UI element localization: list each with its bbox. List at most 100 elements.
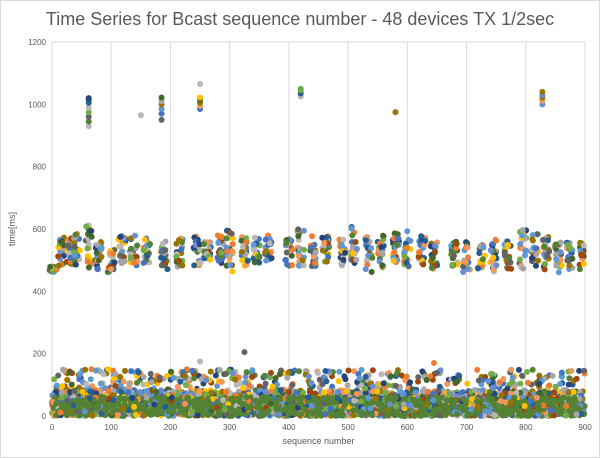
data-point bbox=[453, 240, 460, 247]
data-point bbox=[309, 233, 316, 240]
y-tick-label: 400 bbox=[33, 287, 47, 296]
data-point bbox=[401, 411, 408, 418]
data-point bbox=[257, 412, 264, 419]
x-tick-label: 100 bbox=[105, 423, 119, 432]
data-point bbox=[553, 256, 560, 263]
data-point bbox=[529, 232, 536, 239]
data-point bbox=[54, 390, 61, 397]
y-tick-label: 1000 bbox=[28, 100, 46, 109]
data-point bbox=[468, 396, 475, 403]
data-point bbox=[565, 381, 572, 388]
data-point bbox=[338, 242, 345, 249]
data-point bbox=[569, 255, 576, 262]
data-point bbox=[133, 379, 140, 386]
data-point bbox=[362, 373, 369, 380]
data-point bbox=[528, 255, 535, 262]
data-point bbox=[407, 237, 414, 244]
data-point bbox=[162, 403, 169, 410]
data-point bbox=[570, 389, 577, 396]
data-point bbox=[487, 388, 494, 395]
data-point bbox=[557, 381, 564, 388]
data-point bbox=[126, 380, 133, 387]
data-point bbox=[131, 259, 138, 266]
data-point bbox=[88, 228, 95, 235]
data-point bbox=[516, 256, 523, 263]
data-point bbox=[532, 262, 539, 269]
data-point bbox=[327, 399, 334, 406]
data-point bbox=[158, 106, 165, 113]
data-point bbox=[373, 395, 380, 402]
data-point bbox=[541, 266, 548, 273]
data-point bbox=[85, 109, 92, 116]
y-tick-label: 600 bbox=[33, 225, 47, 234]
data-point bbox=[542, 260, 549, 267]
data-point bbox=[200, 405, 207, 412]
data-point bbox=[521, 398, 528, 405]
data-point bbox=[232, 376, 239, 383]
data-point bbox=[338, 407, 345, 414]
data-point bbox=[92, 367, 99, 374]
data-point bbox=[140, 381, 147, 388]
data-point bbox=[415, 378, 422, 385]
data-point bbox=[348, 225, 355, 232]
data-point bbox=[300, 389, 307, 396]
data-point bbox=[137, 389, 144, 396]
data-point bbox=[369, 367, 376, 374]
data-point bbox=[509, 374, 516, 381]
data-point bbox=[153, 388, 160, 395]
data-point bbox=[115, 411, 122, 418]
data-point bbox=[314, 369, 321, 376]
data-point bbox=[177, 378, 184, 385]
data-point bbox=[111, 259, 118, 266]
data-point bbox=[269, 383, 276, 390]
data-point bbox=[529, 237, 536, 244]
data-point bbox=[158, 254, 165, 261]
data-point bbox=[390, 257, 397, 264]
data-point bbox=[529, 366, 536, 373]
data-point bbox=[154, 394, 161, 401]
data-point bbox=[98, 253, 105, 260]
data-point bbox=[504, 265, 511, 272]
data-point bbox=[286, 395, 293, 402]
data-point bbox=[407, 379, 414, 386]
data-point bbox=[362, 389, 369, 396]
data-point bbox=[369, 254, 376, 261]
data-point bbox=[323, 405, 330, 412]
data-point bbox=[143, 394, 150, 401]
data-point bbox=[164, 266, 171, 273]
data-point bbox=[140, 412, 147, 419]
data-point bbox=[89, 412, 96, 419]
data-point bbox=[391, 249, 398, 256]
data-point bbox=[182, 381, 189, 388]
data-point bbox=[568, 367, 575, 374]
data-point bbox=[411, 412, 418, 419]
x-axis-label: sequence number bbox=[282, 436, 354, 446]
data-point bbox=[323, 258, 330, 265]
data-point bbox=[415, 374, 422, 381]
data-point bbox=[549, 372, 556, 379]
data-point bbox=[283, 240, 290, 247]
y-axis-label: time[ms] bbox=[7, 212, 17, 246]
data-point bbox=[316, 376, 323, 383]
data-point bbox=[425, 388, 432, 395]
data-point bbox=[551, 412, 558, 419]
data-point bbox=[394, 241, 401, 248]
data-point bbox=[479, 256, 486, 263]
data-point bbox=[398, 372, 405, 379]
data-point bbox=[59, 383, 66, 390]
data-point bbox=[557, 249, 564, 256]
data-point bbox=[158, 94, 165, 101]
data-point bbox=[276, 395, 283, 402]
data-point bbox=[173, 396, 180, 403]
data-point bbox=[380, 380, 387, 387]
data-point bbox=[53, 400, 60, 407]
data-point bbox=[453, 245, 460, 252]
data-point bbox=[568, 412, 575, 419]
data-point bbox=[378, 371, 385, 378]
data-point bbox=[517, 380, 524, 387]
data-point bbox=[309, 394, 316, 401]
data-point bbox=[321, 389, 328, 396]
data-point bbox=[100, 371, 107, 378]
data-point bbox=[228, 230, 235, 237]
data-point bbox=[242, 379, 249, 386]
